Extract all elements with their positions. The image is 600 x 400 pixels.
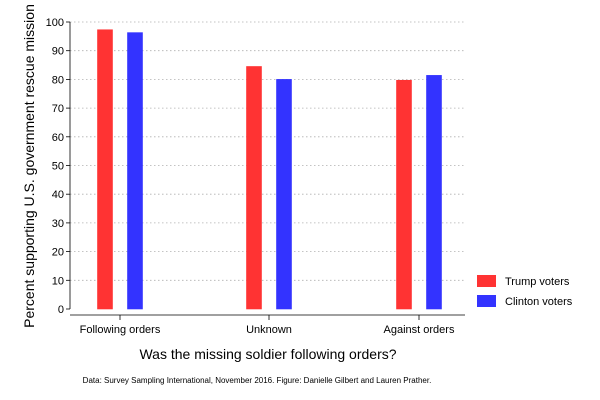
y-tick-label: 80 bbox=[52, 74, 64, 86]
bar-trump-0 bbox=[97, 29, 113, 310]
y-tick-label: 10 bbox=[52, 275, 64, 287]
y-tick-label: 30 bbox=[52, 218, 64, 230]
x-axis-label: Was the missing soldier following orders… bbox=[139, 346, 396, 362]
axis-tick-labels: 0 10 20 30 40 50 60 70 80 90 100 Following orders Un… bbox=[46, 17, 455, 336]
y-tick-label: 20 bbox=[52, 247, 64, 259]
bar-clinton-2 bbox=[426, 75, 442, 310]
y-tick-label: 70 bbox=[52, 103, 64, 115]
y-tick-label: 90 bbox=[52, 46, 64, 58]
y-tick-label: 50 bbox=[52, 161, 64, 173]
bar-clinton-0 bbox=[127, 32, 143, 310]
bar-clinton-1 bbox=[276, 79, 292, 310]
y-tick-label: 0 bbox=[58, 304, 64, 316]
bars bbox=[97, 29, 442, 310]
y-axis-label: Percent supporting U.S. government rescu… bbox=[21, 4, 37, 328]
legend-swatch bbox=[477, 295, 496, 307]
figure-caption: Data: Survey Sampling International, Nov… bbox=[83, 376, 432, 385]
legend-label: Clinton voters bbox=[505, 296, 573, 308]
y-tick-label: 100 bbox=[46, 17, 64, 29]
x-tick-label: Unknown bbox=[246, 324, 292, 336]
x-tick-label: Following orders bbox=[80, 324, 161, 336]
legend-swatch bbox=[477, 275, 496, 287]
axes bbox=[66, 21, 465, 320]
bar-trump-2 bbox=[396, 79, 412, 310]
legend-label: Trump voters bbox=[505, 276, 570, 288]
x-tick-label: Against orders bbox=[384, 324, 455, 336]
y-tick-label: 40 bbox=[52, 189, 64, 201]
bar-trump-1 bbox=[246, 66, 262, 310]
legend: Trump voters Clinton voters bbox=[477, 275, 573, 308]
y-tick-label: 60 bbox=[52, 132, 64, 144]
